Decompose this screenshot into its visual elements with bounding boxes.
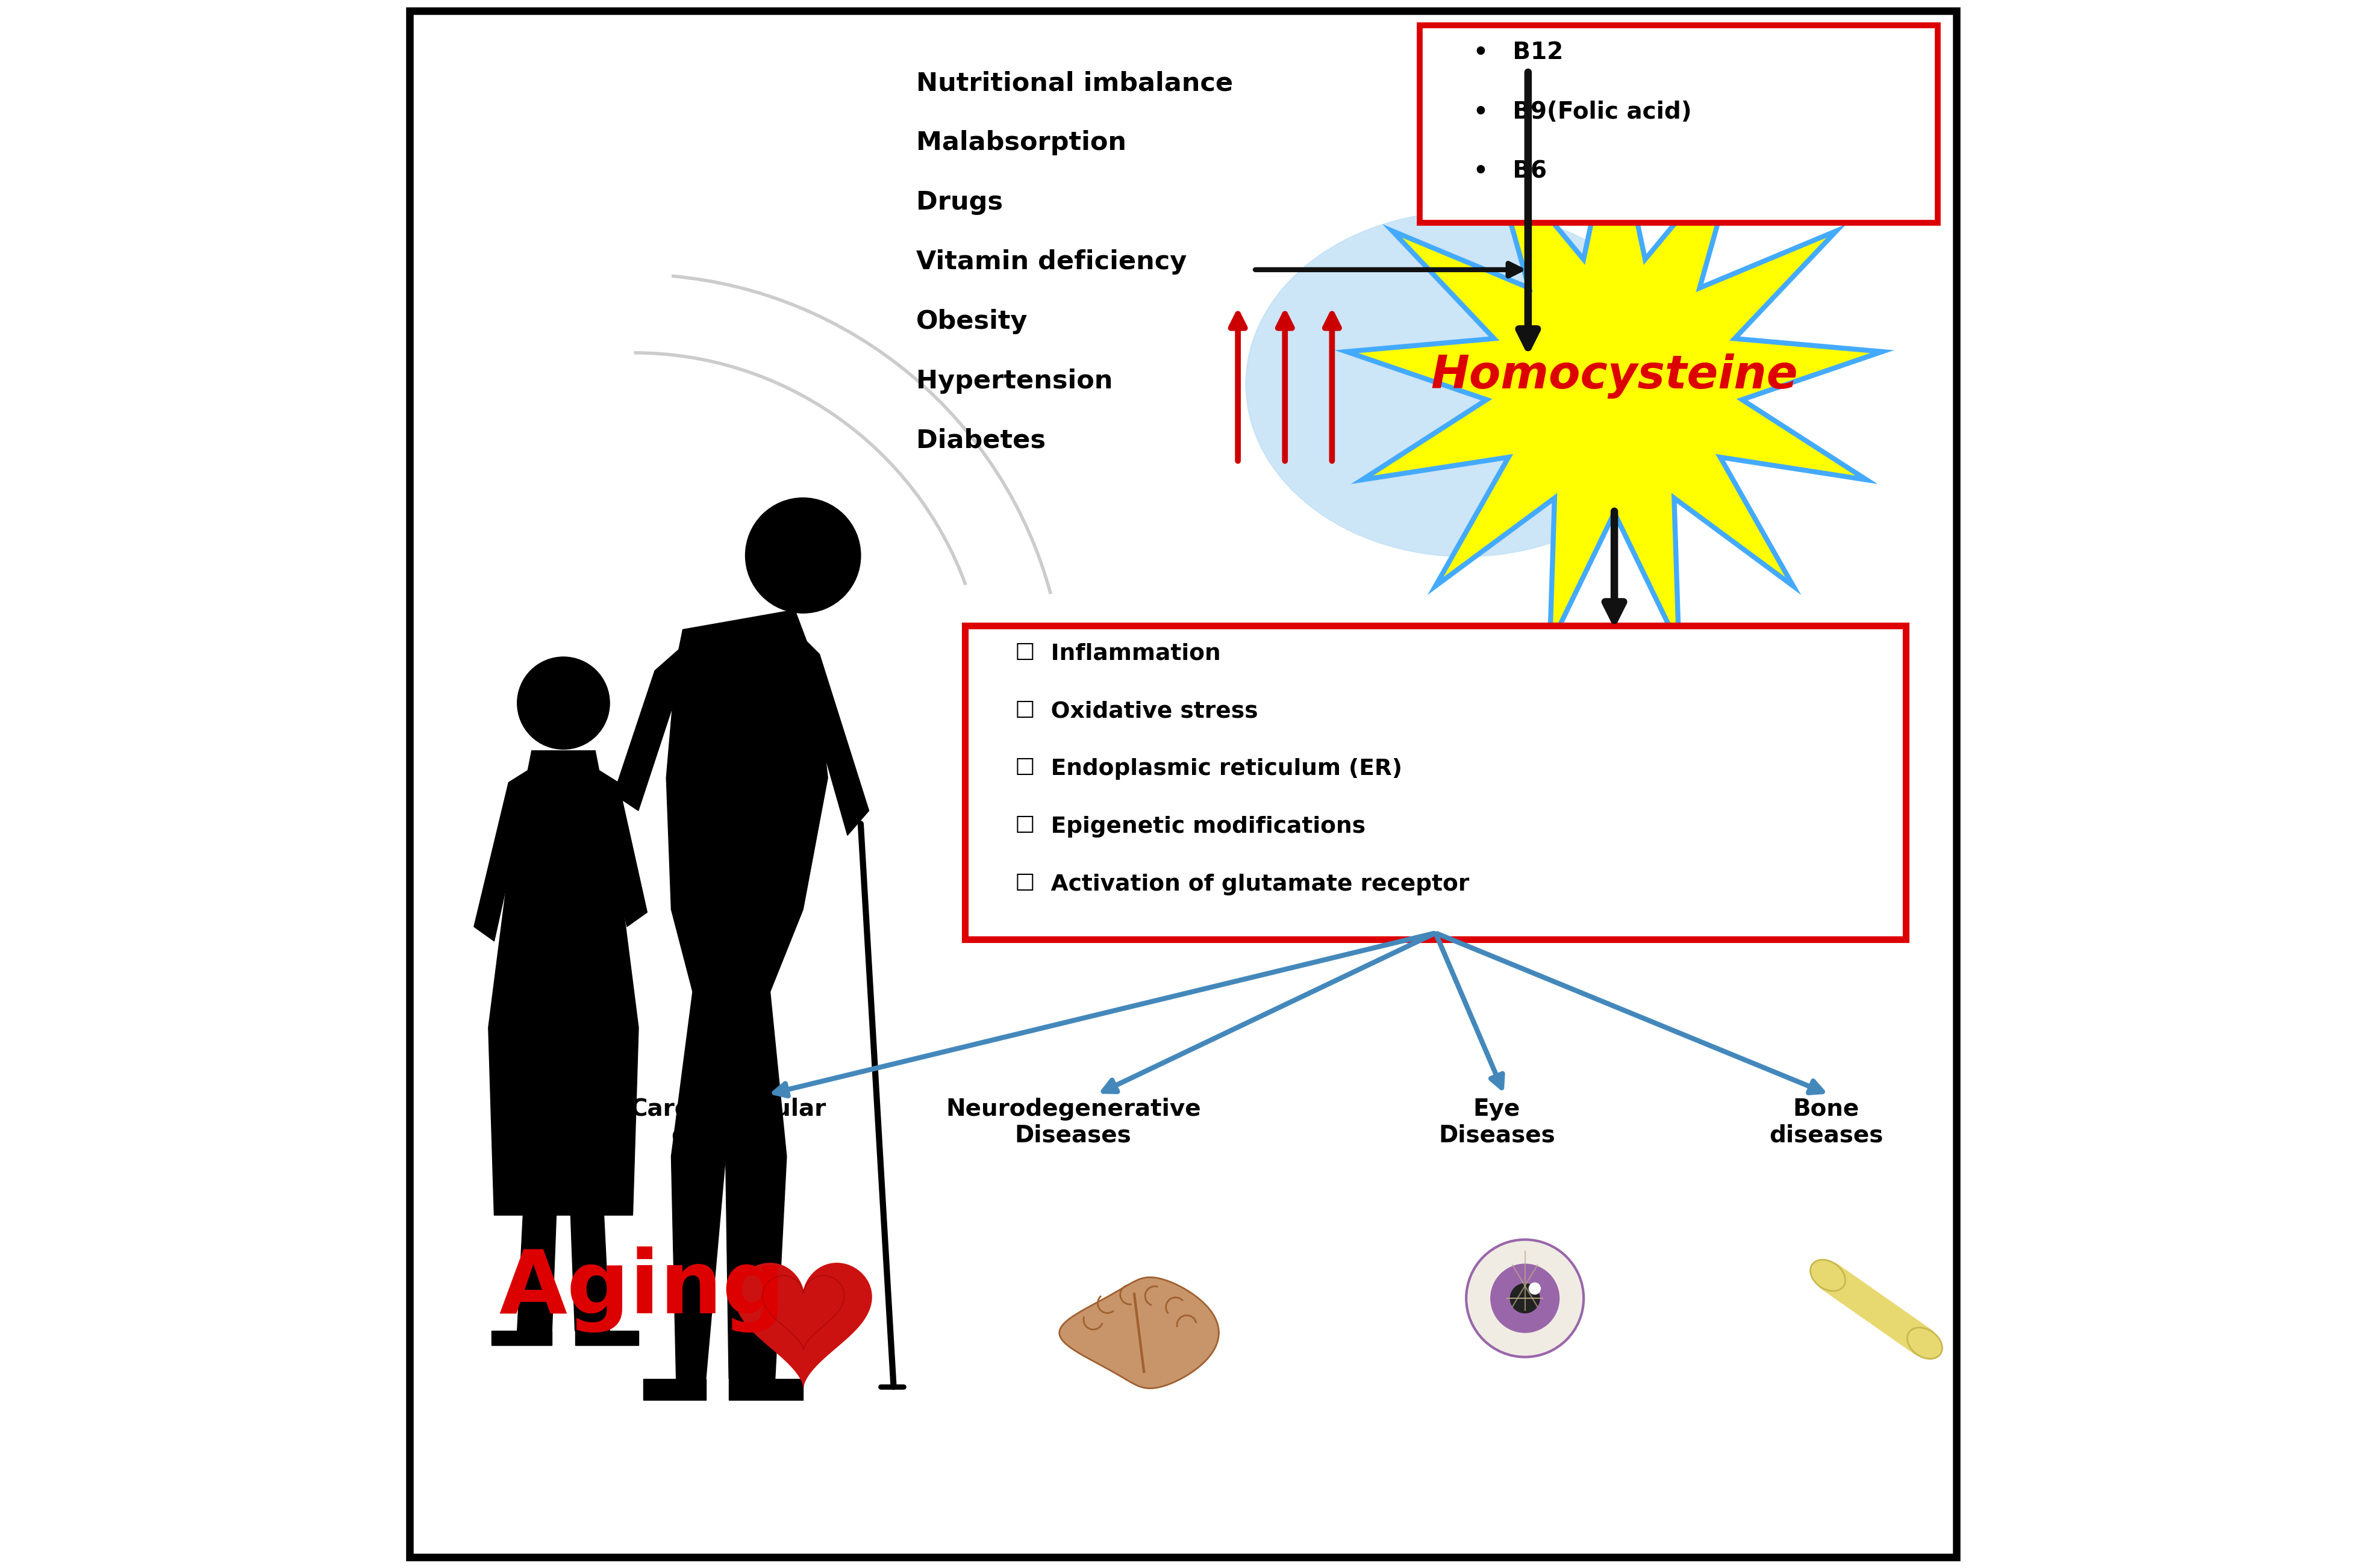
Text: •   B6: • B6 xyxy=(1474,160,1547,183)
Text: ☐  Endoplasmic reticulum (ER): ☐ Endoplasmic reticulum (ER) xyxy=(1015,759,1403,779)
Circle shape xyxy=(745,497,861,613)
Polygon shape xyxy=(487,751,639,1215)
Polygon shape xyxy=(518,1215,556,1331)
Polygon shape xyxy=(1819,1264,1933,1355)
Circle shape xyxy=(518,657,610,750)
Circle shape xyxy=(1467,1240,1583,1356)
Text: ☐  Activation of glutamate receptor: ☐ Activation of glutamate receptor xyxy=(1015,873,1469,895)
Text: Obesity: Obesity xyxy=(916,309,1029,334)
Polygon shape xyxy=(613,646,684,811)
Ellipse shape xyxy=(1907,1328,1942,1359)
Text: Cardiovascular
diseases: Cardiovascular diseases xyxy=(629,1098,826,1146)
Text: Drugs: Drugs xyxy=(916,190,1003,215)
Polygon shape xyxy=(644,1378,705,1400)
Ellipse shape xyxy=(1810,1259,1845,1290)
Text: Diabetes: Diabetes xyxy=(916,428,1046,453)
FancyBboxPatch shape xyxy=(1420,25,1938,223)
Polygon shape xyxy=(492,1331,551,1345)
Polygon shape xyxy=(795,629,868,836)
Text: Neurodegenerative
Diseases: Neurodegenerative Diseases xyxy=(946,1098,1202,1146)
Text: ☐  Oxidative stress: ☐ Oxidative stress xyxy=(1015,701,1259,723)
Text: ☐  Inflammation: ☐ Inflammation xyxy=(1015,643,1221,665)
Polygon shape xyxy=(1060,1278,1218,1388)
Polygon shape xyxy=(473,768,532,941)
Text: Hypertension: Hypertension xyxy=(916,368,1112,394)
Text: ☐  Epigenetic modifications: ☐ Epigenetic modifications xyxy=(1015,815,1365,837)
Circle shape xyxy=(1510,1284,1540,1312)
Polygon shape xyxy=(729,1378,802,1400)
Circle shape xyxy=(1528,1283,1540,1294)
Polygon shape xyxy=(726,991,786,1378)
Text: Nutritional imbalance: Nutritional imbalance xyxy=(916,71,1233,96)
FancyBboxPatch shape xyxy=(965,626,1907,939)
Text: Aging: Aging xyxy=(499,1247,786,1333)
Polygon shape xyxy=(672,991,729,1378)
Ellipse shape xyxy=(1247,212,1685,557)
Text: Eye
Diseases: Eye Diseases xyxy=(1439,1098,1554,1146)
Polygon shape xyxy=(667,610,828,1000)
Polygon shape xyxy=(736,1264,871,1386)
Text: Homocysteine: Homocysteine xyxy=(1431,354,1798,398)
Text: •   B9(Folic acid): • B9(Folic acid) xyxy=(1474,100,1692,124)
Text: •   B12: • B12 xyxy=(1474,41,1564,64)
Text: Vitamin deficiency: Vitamin deficiency xyxy=(916,249,1188,274)
Polygon shape xyxy=(575,1331,639,1345)
Circle shape xyxy=(1491,1264,1559,1333)
Polygon shape xyxy=(596,768,648,927)
Text: Bone
diseases: Bone diseases xyxy=(1770,1098,1883,1146)
Text: Malabsorption: Malabsorption xyxy=(916,130,1126,155)
Polygon shape xyxy=(570,1215,610,1331)
Polygon shape xyxy=(1346,114,1881,646)
